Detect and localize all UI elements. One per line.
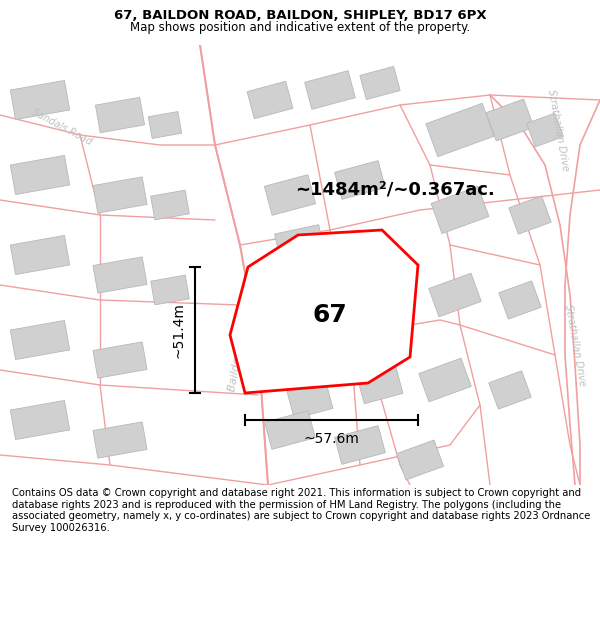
Polygon shape xyxy=(527,113,563,147)
Polygon shape xyxy=(93,177,147,213)
Text: Contains OS data © Crown copyright and database right 2021. This information is : Contains OS data © Crown copyright and d… xyxy=(12,488,590,533)
Text: ~1484m²/~0.367ac.: ~1484m²/~0.367ac. xyxy=(295,181,495,199)
Text: Strathallan Drive: Strathallan Drive xyxy=(546,88,570,172)
Polygon shape xyxy=(151,190,190,220)
Polygon shape xyxy=(335,426,385,464)
Polygon shape xyxy=(360,66,400,99)
Polygon shape xyxy=(335,161,385,199)
Polygon shape xyxy=(93,422,147,458)
Polygon shape xyxy=(151,275,190,305)
Polygon shape xyxy=(265,411,316,449)
Polygon shape xyxy=(10,321,70,359)
Text: 67, BAILDON ROAD, BAILDON, SHIPLEY, BD17 6PX: 67, BAILDON ROAD, BAILDON, SHIPLEY, BD17… xyxy=(113,9,487,22)
Polygon shape xyxy=(486,99,534,141)
Polygon shape xyxy=(10,81,70,119)
Polygon shape xyxy=(10,401,70,439)
Polygon shape xyxy=(95,98,145,132)
Polygon shape xyxy=(426,103,494,157)
Text: Strathallan Drive: Strathallan Drive xyxy=(563,303,587,387)
Polygon shape xyxy=(397,440,443,480)
Polygon shape xyxy=(275,224,325,266)
Polygon shape xyxy=(357,366,403,404)
Text: ~51.4m: ~51.4m xyxy=(171,302,185,358)
Polygon shape xyxy=(419,358,471,402)
Polygon shape xyxy=(10,236,70,274)
Polygon shape xyxy=(10,156,70,194)
Polygon shape xyxy=(305,71,355,109)
Polygon shape xyxy=(509,196,551,234)
Polygon shape xyxy=(431,186,489,234)
Polygon shape xyxy=(265,175,316,215)
Text: Baildon Road: Baildon Road xyxy=(227,318,250,392)
Polygon shape xyxy=(287,381,333,419)
Text: Sandals Road: Sandals Road xyxy=(30,107,94,147)
Polygon shape xyxy=(230,230,418,393)
Polygon shape xyxy=(429,273,481,317)
Text: ~57.6m: ~57.6m xyxy=(304,432,359,446)
Polygon shape xyxy=(148,111,182,139)
Polygon shape xyxy=(275,294,325,336)
Polygon shape xyxy=(93,342,147,378)
Polygon shape xyxy=(247,81,293,119)
Polygon shape xyxy=(489,371,531,409)
Polygon shape xyxy=(93,257,147,293)
Text: 67: 67 xyxy=(313,303,347,327)
Polygon shape xyxy=(499,281,541,319)
Text: Map shows position and indicative extent of the property.: Map shows position and indicative extent… xyxy=(130,21,470,34)
